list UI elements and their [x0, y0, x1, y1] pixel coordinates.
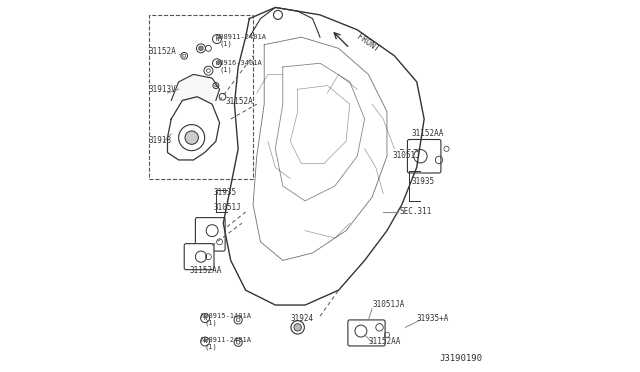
Text: 31152AA: 31152AA — [369, 337, 401, 346]
Text: 31051JA: 31051JA — [372, 300, 404, 309]
Circle shape — [294, 324, 301, 331]
Text: 31152AA: 31152AA — [411, 129, 444, 138]
Circle shape — [185, 131, 198, 144]
FancyBboxPatch shape — [184, 244, 214, 270]
Text: (1): (1) — [220, 67, 232, 73]
Polygon shape — [172, 74, 220, 100]
FancyBboxPatch shape — [408, 140, 441, 173]
Text: (1): (1) — [205, 344, 218, 350]
Text: N08911-2401A: N08911-2401A — [201, 337, 252, 343]
Text: N08915-1401A: N08915-1401A — [201, 313, 252, 319]
Bar — [149, 15, 253, 179]
Text: N: N — [204, 339, 207, 344]
Text: N08911-2401A: N08911-2401A — [216, 34, 267, 40]
Text: 31918: 31918 — [149, 136, 172, 145]
Text: SEC.311: SEC.311 — [400, 207, 433, 216]
Text: 31051J: 31051J — [214, 203, 242, 212]
Text: (1): (1) — [205, 320, 218, 326]
Text: 31051J: 31051J — [392, 151, 420, 160]
Text: N: N — [215, 61, 219, 66]
Text: 31924: 31924 — [291, 314, 314, 323]
Text: (1): (1) — [220, 41, 232, 47]
Text: FRONT: FRONT — [355, 32, 381, 54]
Text: 31913V: 31913V — [149, 85, 177, 94]
FancyBboxPatch shape — [348, 320, 385, 346]
Text: 08916-3401A: 08916-3401A — [216, 60, 262, 66]
FancyBboxPatch shape — [195, 218, 225, 251]
Text: N: N — [204, 315, 207, 321]
Text: N: N — [215, 36, 219, 42]
Text: 31152A: 31152A — [149, 47, 177, 56]
Circle shape — [199, 46, 203, 51]
Text: 31935: 31935 — [411, 177, 435, 186]
Text: 31935: 31935 — [214, 188, 237, 197]
Text: 31935+A: 31935+A — [417, 314, 449, 323]
Text: 31152AA: 31152AA — [189, 266, 221, 275]
Text: 31152A: 31152A — [225, 97, 253, 106]
Text: J3190190: J3190190 — [439, 354, 482, 363]
